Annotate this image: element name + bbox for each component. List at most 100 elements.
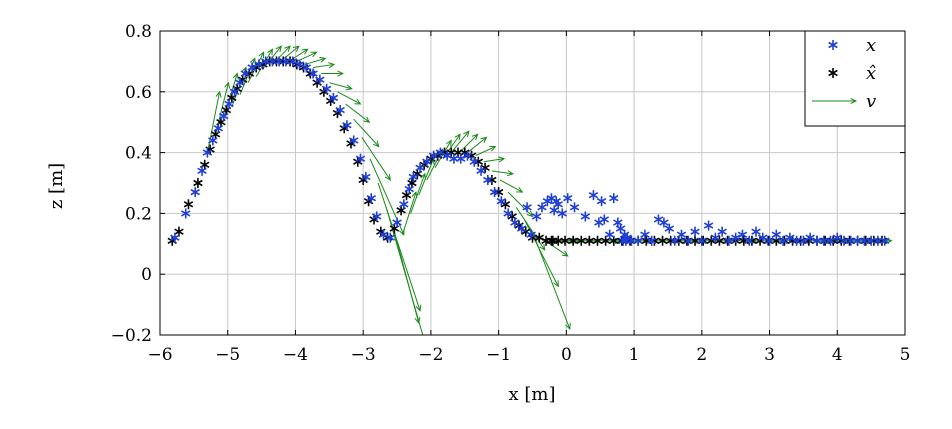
measured-point — [510, 217, 520, 228]
estimated-point — [576, 235, 586, 246]
measured-point — [240, 68, 251, 79]
measured-point — [218, 111, 229, 122]
velocity-arrow — [345, 103, 371, 123]
velocity-arrow — [450, 130, 470, 153]
legend-box — [804, 30, 906, 127]
measured-point — [640, 229, 650, 240]
plot-frame — [159, 30, 906, 336]
velocity-arrow — [410, 172, 426, 214]
measured-point — [744, 235, 754, 246]
measured-point — [633, 235, 643, 246]
legend-marker-v — [812, 97, 858, 105]
measured-point — [371, 211, 382, 222]
measured-point — [355, 153, 366, 164]
grid-lines — [159, 30, 906, 336]
measured-point — [697, 235, 707, 246]
measured-point — [321, 83, 332, 94]
measured-point — [609, 193, 619, 204]
velocity-arrow — [353, 118, 380, 148]
measured-point — [503, 208, 513, 219]
x-axis-label: x [m] — [509, 384, 556, 405]
velocity-arrow — [467, 136, 488, 153]
estimated-points — [167, 56, 887, 246]
measured-point — [764, 235, 775, 246]
measured-point — [392, 217, 402, 228]
measured-point — [229, 86, 240, 97]
velocity-arrow — [321, 70, 345, 77]
legend-label: x — [866, 35, 876, 56]
measured-point — [690, 226, 700, 237]
y-tick-label: 0 — [141, 265, 152, 285]
velocity-arrow — [523, 219, 559, 288]
measured-point — [531, 211, 542, 222]
measured-point — [235, 77, 245, 88]
velocity-arrow — [304, 56, 327, 65]
measured-point — [664, 223, 675, 234]
estimated-point — [568, 235, 578, 246]
measured-point — [197, 165, 207, 176]
estimated-point — [493, 187, 504, 198]
measured-point — [422, 156, 432, 167]
x-tick-label: 1 — [629, 345, 640, 365]
x-tick-label: 2 — [696, 345, 707, 365]
plot-area — [167, 45, 893, 335]
measured-point — [751, 226, 761, 237]
y-axis-label: z [m] — [46, 163, 67, 209]
measured-point — [342, 120, 352, 131]
measured-point — [669, 235, 680, 246]
measured-point — [315, 74, 325, 85]
estimated-point — [473, 156, 484, 167]
estimated-point — [665, 235, 676, 246]
measured-point — [522, 202, 532, 213]
velocity-arrow — [312, 62, 336, 69]
measured-point — [683, 235, 694, 246]
measured-point — [301, 62, 312, 73]
legend-label: x̂ — [866, 63, 876, 84]
measured-point — [604, 229, 615, 240]
measured-point — [399, 199, 409, 210]
x-tick-label: 4 — [832, 345, 843, 365]
legend-marker-xhat — [828, 68, 838, 78]
measured-point — [737, 229, 748, 240]
measured-point — [557, 208, 568, 219]
measured-point — [526, 229, 536, 240]
measured-point — [335, 105, 345, 116]
measured-point — [771, 229, 782, 240]
x-tick-label: −4 — [283, 345, 308, 365]
measured-point — [489, 187, 500, 198]
velocity-arrow — [329, 82, 353, 91]
measured-point — [348, 135, 359, 146]
measured-point — [462, 150, 473, 161]
velocity-arrow — [491, 170, 514, 177]
velocity-arrows — [206, 45, 893, 335]
estimated-point — [193, 178, 203, 188]
measured-point — [717, 226, 727, 237]
estimated-point — [657, 235, 668, 246]
estimated-point — [584, 235, 595, 246]
axis-ticks: −6 −5 −4 −3 −2 −1 0 1 2 3 4 5 −0.2 0 0.2 0.4 0.6 0.8 — [111, 22, 911, 365]
x-tick-label: −6 — [147, 345, 172, 365]
velocity-arrow — [475, 145, 497, 157]
x-tick-label: 3 — [764, 345, 775, 365]
measured-point — [476, 165, 486, 176]
velocity-arrow — [459, 133, 479, 153]
legend-marker-x — [828, 40, 838, 50]
measured-point — [415, 162, 425, 173]
measured-point — [580, 211, 591, 222]
measured-point — [308, 68, 318, 79]
measured-point — [366, 193, 377, 204]
measured-point — [703, 220, 714, 231]
velocity-arrow — [532, 231, 571, 330]
estimated-point — [183, 199, 194, 210]
measured-point — [328, 92, 339, 103]
velocity-arrow — [377, 182, 422, 312]
measured-point — [646, 235, 657, 246]
measured-point — [361, 171, 371, 182]
x-tick-label: −5 — [215, 345, 240, 365]
measured-point — [170, 232, 180, 243]
legend: x x̂ v — [804, 30, 906, 127]
measured-point — [569, 202, 580, 213]
measured-point — [469, 156, 479, 167]
measured-point — [208, 135, 218, 146]
measured-point — [496, 196, 507, 207]
